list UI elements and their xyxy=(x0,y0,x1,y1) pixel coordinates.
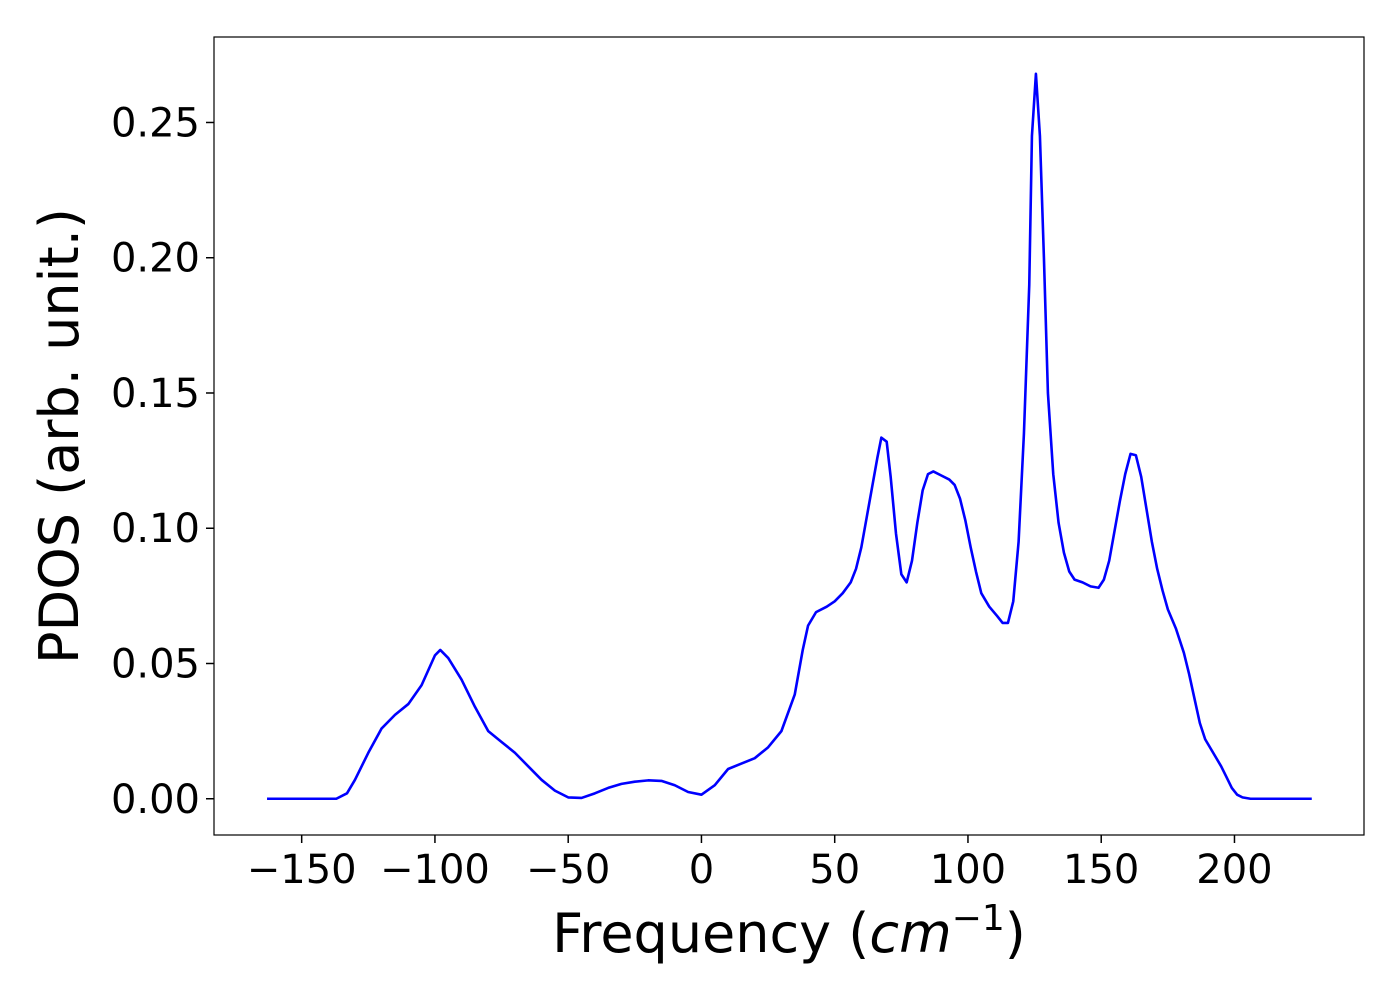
data-line xyxy=(267,72,1312,801)
y-tick-label: 0.20 xyxy=(111,236,200,282)
x-tick-label: 50 xyxy=(809,847,860,893)
x-tick-label: 0 xyxy=(689,847,714,893)
x-tick-label: 100 xyxy=(930,847,1006,893)
x-tick-label: −150 xyxy=(247,847,357,893)
x-label-exponent: −1 xyxy=(952,898,1005,939)
y-axis-label: PDOS (arb. unit.) xyxy=(28,208,91,664)
y-tick-label: 0.15 xyxy=(111,371,200,417)
x-tick-label: −50 xyxy=(526,847,610,893)
x-tick-label: 150 xyxy=(1063,847,1139,893)
x-axis-label: Frequency (cm−1) xyxy=(552,898,1026,965)
x-tick-label: 200 xyxy=(1196,847,1272,893)
x-label-text: Frequency ( xyxy=(552,902,869,965)
x-label-unit: cm xyxy=(869,902,951,965)
y-tick-label: 0.00 xyxy=(111,777,200,823)
plot-frame xyxy=(213,36,1365,836)
y-tick-label: 0.05 xyxy=(111,641,200,687)
x-label-close: ) xyxy=(1005,902,1026,965)
y-tick-label: 0.10 xyxy=(111,506,200,552)
x-tick-label: −100 xyxy=(380,847,490,893)
y-tick-label: 0.25 xyxy=(111,100,200,146)
